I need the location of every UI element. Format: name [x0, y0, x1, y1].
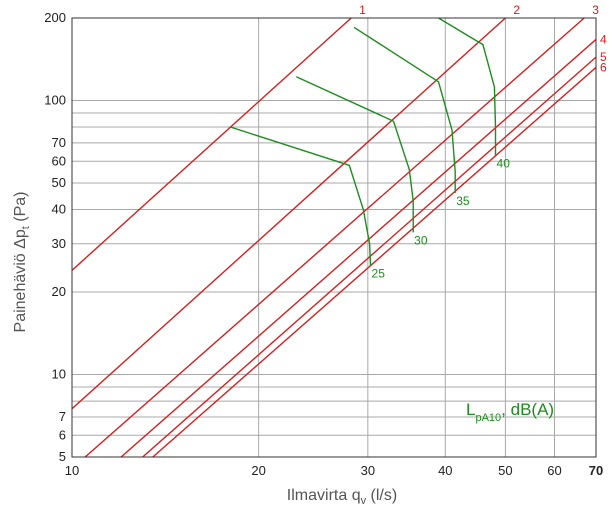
- x-axis-title: Ilmavirta qv (l/s): [287, 487, 397, 507]
- sound-curve-30: [296, 76, 414, 233]
- y-tick-label: 5: [59, 449, 66, 464]
- pressure-curve-label: 4: [600, 32, 607, 46]
- pressure-curve-label: 3: [592, 3, 599, 17]
- pressure-curve-5: [142, 56, 596, 457]
- pressure-curve-label: 1: [359, 3, 366, 17]
- x-tick-label: 20: [251, 463, 265, 478]
- sound-curve-label: 35: [456, 194, 470, 208]
- sound-curve-label: 25: [372, 266, 386, 280]
- x-tick-label: 40: [438, 463, 452, 478]
- x-tick-label: 60: [547, 463, 561, 478]
- pressure-curves: [72, 18, 596, 457]
- sound-curve-40: [438, 18, 497, 156]
- x-tick-label: 10: [65, 463, 79, 478]
- y-tick-label: 7: [59, 409, 66, 424]
- y-tick-label: 6: [59, 427, 66, 442]
- y-tick-label: 40: [52, 202, 66, 217]
- y-tick-label: 50: [52, 175, 66, 190]
- x-tick-label: 50: [498, 463, 512, 478]
- y-tick-label: 200: [44, 10, 66, 25]
- pressure-curve-label: 6: [600, 60, 607, 74]
- sound-curve-label: 40: [497, 156, 511, 170]
- sound-level-legend: LpA10, dB(A): [466, 400, 554, 424]
- sound-level-curves: [230, 18, 497, 266]
- pressure-curve-label: 2: [513, 3, 520, 17]
- pressure-curve-label: 5: [600, 50, 607, 64]
- y-tick-label: 100: [44, 92, 66, 107]
- y-axis-title: Painehäviö Δpt (Pa): [12, 192, 32, 333]
- y-tick-label: 60: [52, 153, 66, 168]
- pressure-curve-4: [120, 38, 596, 457]
- x-axis-ticks: 10 20 30 40 50 60 70: [65, 463, 603, 478]
- plot-frame: [71, 17, 597, 458]
- pressure-curve-2: [72, 18, 506, 410]
- sound-curve-35: [353, 26, 456, 193]
- pressure-curve-3: [84, 18, 585, 457]
- y-tick-label: 20: [52, 284, 66, 299]
- y-tick-label: 10: [52, 367, 66, 382]
- pressure-curve-1: [72, 18, 352, 271]
- sound-curve-label: 30: [414, 233, 428, 247]
- y-axis-ticks: 5 6 7 10 20 30 40 50 60 70 100 200: [44, 10, 66, 464]
- sound-curve-25: [230, 126, 372, 266]
- y-tick-label: 30: [52, 236, 66, 251]
- curve-labels: 1 2 3 4 56 25 30 35 40: [359, 3, 607, 280]
- y-tick-label: 70: [52, 135, 66, 150]
- pressure-curve-6: [152, 66, 596, 457]
- x-tick-label: 30: [361, 463, 375, 478]
- x-tick-label: 70: [589, 463, 603, 478]
